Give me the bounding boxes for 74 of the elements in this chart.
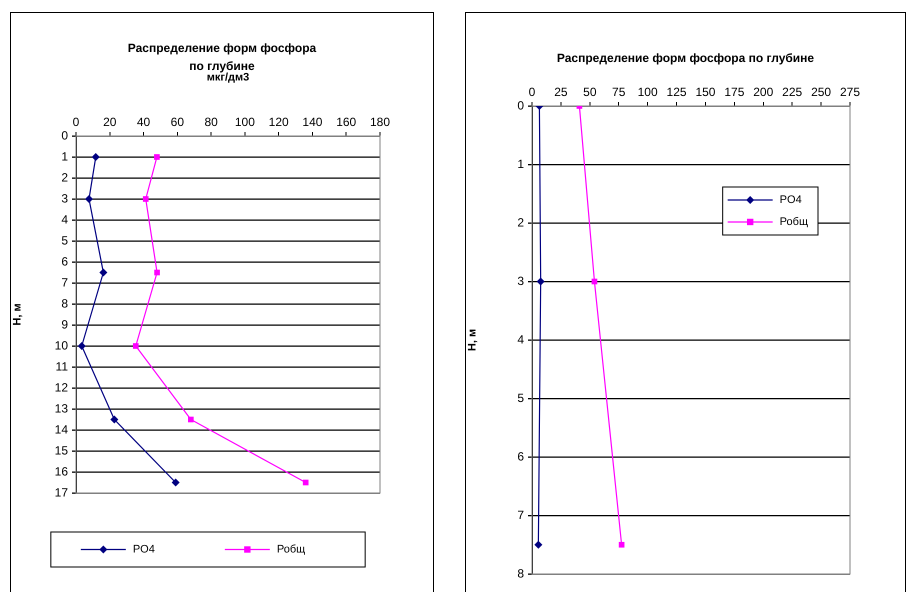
point [536,278,545,286]
y-tick-label: 4 [517,332,524,346]
point [188,416,194,422]
y-tick-label: 6 [61,254,68,268]
x-tick-label: 100 [234,115,256,130]
chart-title: Распределение форм фосфора по глубине [126,40,318,73]
x-tick-label: 25 [554,85,568,100]
y-tick-label: 6 [517,449,524,464]
y-tick-label: 17 [54,485,68,500]
y-tick-label: 8 [517,566,524,580]
x-tick-label: 0 [72,115,80,130]
x-tick-label: 160 [336,115,357,130]
y-axis-title: Н, м [466,328,479,352]
x-tick-label: 180 [370,115,390,130]
point [92,153,100,161]
legend-label: PO4 [132,544,155,556]
x-tick-label: 250 [811,85,832,100]
y-tick-label: 2 [517,215,524,230]
point [618,542,624,548]
x-tick-label: 275 [840,85,860,100]
y-tick-label: 12 [54,380,68,394]
y-tick-label: 7 [61,275,68,290]
y-tick-label: 5 [61,233,68,248]
x-tick-label: 20 [103,115,117,130]
y-tick-label: 10 [54,338,68,352]
legend-label: Робщ [780,216,808,228]
y-tick-label: 15 [54,443,68,458]
y-tick-label: 14 [54,422,68,436]
y-tick-label: 11 [56,359,68,374]
y-tick-label: 0 [517,98,524,112]
x-tick-label: 225 [782,85,803,100]
x-tick-label: 120 [268,115,289,130]
chart-title: Распределение форм фосфора по глубине [556,50,816,67]
point [154,154,160,160]
y-tick-label: 8 [61,296,68,310]
y-tick-label: 16 [54,464,68,478]
y-tick-label: 7 [517,508,524,522]
x-tick-label: 140 [302,115,323,130]
x-tick-label: 50 [583,85,597,100]
point [132,343,139,349]
y-axis-title: Н, м [12,303,24,326]
x-tick-label: 40 [136,115,151,130]
y-tick-label: 3 [517,274,524,288]
x-tick-label: 60 [170,115,184,130]
x-axis-title: мкг/дм3 [206,72,250,84]
y-tick-label: 13 [54,401,68,416]
point [78,342,86,350]
y-tick-label: 3 [61,191,68,206]
legend-label: Робщ [276,544,306,556]
y-tick-label: 4 [61,212,68,226]
y-tick-label: 9 [61,317,68,332]
x-tick-label: 100 [638,85,658,100]
x-tick-label: 125 [666,85,687,100]
point [172,478,180,486]
y-tick-label: 5 [517,390,524,405]
point [110,416,118,424]
point [592,278,598,284]
y-tick-label: 1 [517,156,524,171]
x-tick-label: 200 [753,85,774,100]
point [302,480,309,486]
x-tick-label: 0 [528,85,536,100]
x-tick-label: 80 [204,115,218,130]
x-tick-label: 175 [724,85,745,100]
point [534,540,542,549]
y-tick-label: 2 [61,170,68,184]
point [85,195,94,203]
point [154,270,160,276]
y-tick-label: 0 [61,128,68,142]
x-tick-label: 150 [695,85,716,100]
point [142,196,149,202]
legend-label: PO4 [780,194,802,206]
x-tick-label: 75 [612,85,626,100]
point [99,268,108,276]
y-tick-label: 1 [61,149,68,164]
